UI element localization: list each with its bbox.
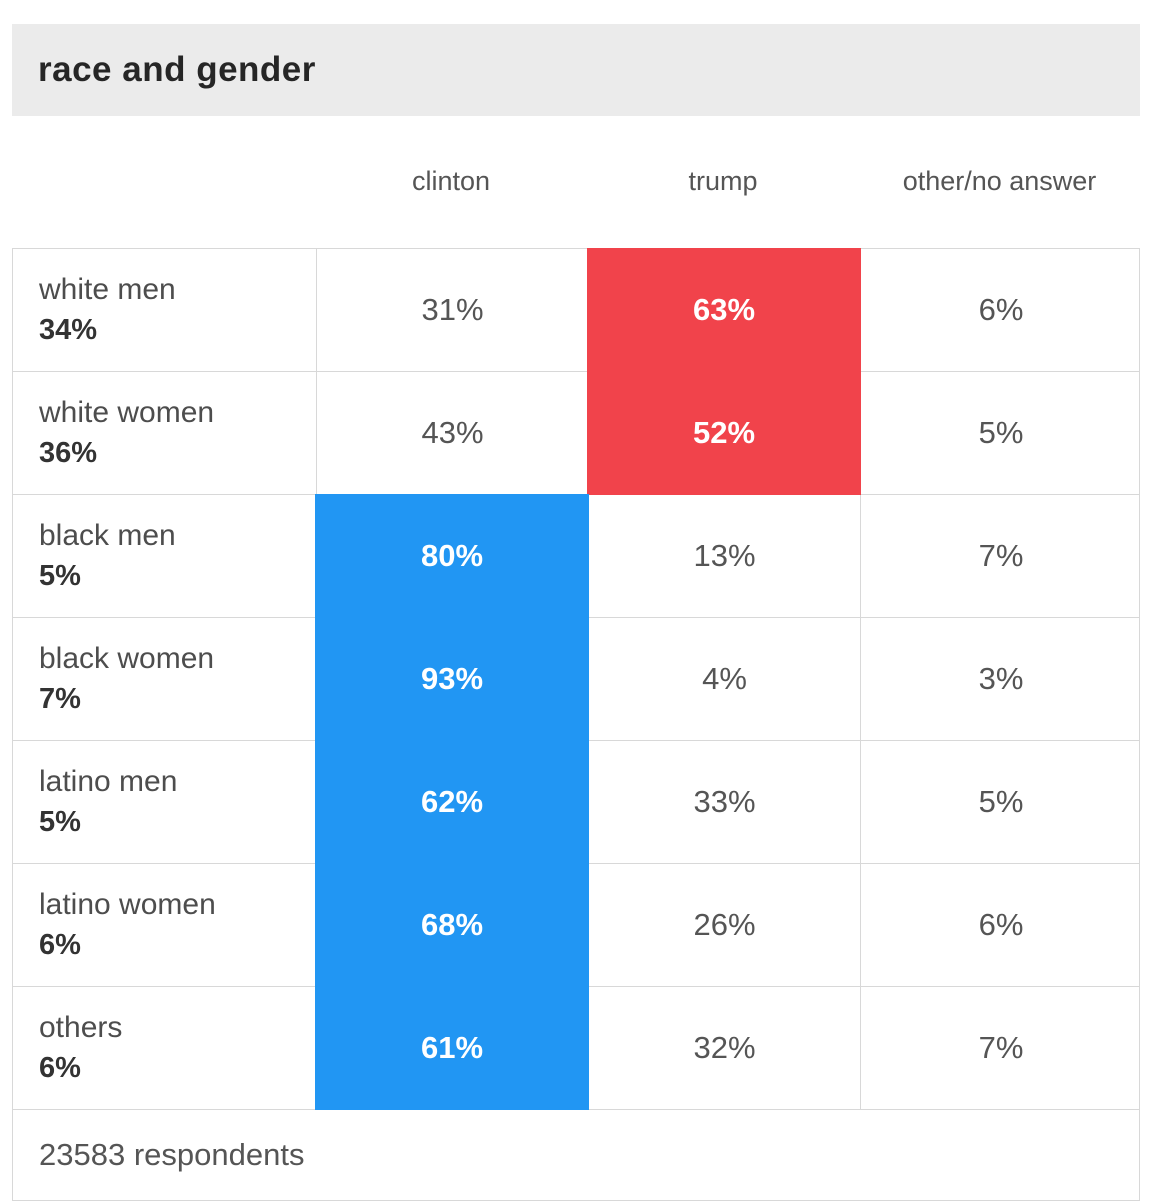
clinton-value-cell: 68% [315, 863, 589, 987]
trump-value-cell: 33% [588, 741, 860, 863]
column-header-trump: trump [688, 166, 758, 197]
clinton-value-cell: 93% [315, 617, 589, 741]
row-label: white women 36% [13, 372, 316, 494]
row-share-text: 36% [39, 436, 98, 469]
row-label: black men 5% [13, 495, 316, 617]
row-label-text: latino men [39, 765, 178, 799]
row-label-text: latino women [39, 888, 216, 922]
other-value-cell: 7% [860, 987, 1141, 1109]
row-share-text: 7% [39, 682, 81, 715]
table-row-black-women: black women 7% 93% 4% 3% [13, 617, 1141, 741]
row-label: black women 7% [13, 618, 316, 740]
trump-value-cell: 63% [587, 248, 861, 372]
clinton-value-cell: 43% [316, 372, 588, 494]
row-share-text: 6% [39, 928, 81, 961]
other-value-cell: 3% [860, 618, 1141, 740]
respondents-footer: 23583 respondents [12, 1109, 1140, 1201]
row-share-text: 5% [39, 805, 81, 838]
clinton-value-cell: 80% [315, 494, 589, 618]
row-label: white men 34% [13, 249, 316, 371]
trump-value-cell: 4% [588, 618, 860, 740]
table-row-black-men: black men 5% 80% 13% 7% [13, 494, 1141, 618]
table-row-others: others 6% 61% 32% 7% [13, 986, 1141, 1110]
trump-value-cell: 13% [588, 495, 860, 617]
table-body: white men 34% 31% 63% 6% white women 36%… [12, 248, 1141, 1110]
table-row-latino-women: latino women 6% 68% 26% 6% [13, 863, 1141, 987]
respondents-count: 23583 respondents [39, 1137, 305, 1172]
column-header-row: clinton trump other/no answer [12, 116, 1140, 248]
trump-value-cell: 52% [587, 371, 861, 495]
other-value-cell: 5% [860, 741, 1141, 863]
row-label-text: black women [39, 642, 215, 676]
empty-corner-cell [12, 116, 315, 248]
row-label-text: black men [39, 519, 176, 553]
clinton-value-cell: 62% [315, 740, 589, 864]
table-row-white-men: white men 34% 31% 63% 6% [13, 248, 1141, 372]
row-label: others 6% [13, 987, 316, 1109]
row-label: latino men 5% [13, 741, 316, 863]
row-label-text: white women [39, 396, 215, 430]
other-value-cell: 6% [860, 864, 1141, 986]
row-share-text: 5% [39, 559, 81, 592]
other-value-cell: 6% [860, 249, 1141, 371]
column-header-clinton: clinton [411, 166, 491, 197]
row-share-text: 6% [39, 1051, 81, 1084]
trump-value-cell: 26% [588, 864, 860, 986]
table-row-latino-men: latino men 5% 62% 33% 5% [13, 740, 1141, 864]
table-title: race and gender [38, 50, 316, 89]
column-header-other: other/no answer [902, 166, 1097, 197]
clinton-value-cell: 61% [315, 986, 589, 1110]
row-label-text: others [39, 1011, 123, 1045]
other-value-cell: 5% [860, 372, 1141, 494]
table-row-white-women: white women 36% 43% 52% 5% [13, 371, 1141, 495]
row-share-text: 34% [39, 313, 98, 346]
trump-value-cell: 32% [588, 987, 860, 1109]
other-value-cell: 7% [860, 495, 1141, 617]
table-title-bar: race and gender [12, 24, 1140, 116]
clinton-value-cell: 31% [316, 249, 588, 371]
row-label: latino women 6% [13, 864, 316, 986]
row-label-text: white men [39, 273, 176, 307]
